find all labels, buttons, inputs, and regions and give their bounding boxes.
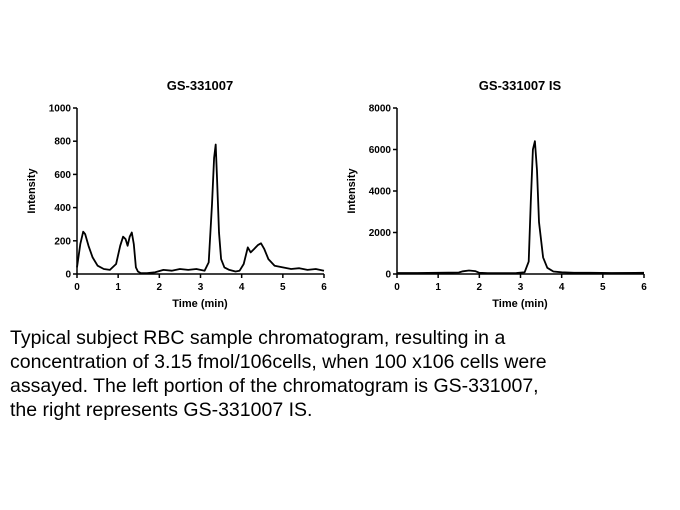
chart-left-y-axis-label: Intensity xyxy=(26,168,38,214)
chart-left-x-tick-label-4: 4 xyxy=(239,282,245,293)
chart-right-x-axis-label: Time (min) xyxy=(492,298,548,310)
caption-line-4: the right represents GS-331007 IS. xyxy=(10,399,313,421)
chart-left-x-ticks: 0 1 2 3 4 5 6 xyxy=(74,274,327,293)
chart-right-y-tick-label-1: 2000 xyxy=(369,228,392,239)
chart-left-y-tick-label-5: 1000 xyxy=(49,104,72,115)
chart-right-series-line xyxy=(397,140,645,275)
chart-right-y-tick-label-0: 0 xyxy=(385,270,391,281)
chart-left-x-tick-label-6: 6 xyxy=(321,282,327,293)
chart-right-y-tick-label-3: 6000 xyxy=(369,145,392,156)
chart-left-y-tick-label-4: 800 xyxy=(54,137,71,148)
figure-caption: Typical subject RBC sample chromatogram,… xyxy=(10,326,675,422)
chart-left: GS-331007 0 200 400 600 800 1000 0 1 2 3 4 5 6 Time… xyxy=(26,78,327,310)
chart-left-series-line xyxy=(76,143,325,275)
chart-right-x-tick-label-2: 2 xyxy=(477,282,483,293)
chart-left-x-tick-label-5: 5 xyxy=(280,282,286,293)
chart-right-x-tick-label-4: 4 xyxy=(559,282,565,293)
chart-left-y-tick-label-0: 0 xyxy=(65,270,71,281)
chart-left-title: GS-331007 xyxy=(167,78,234,93)
chart-left-x-axis-label: Time (min) xyxy=(172,298,228,310)
chart-right-x-ticks: 0 1 2 3 4 5 6 xyxy=(394,274,647,293)
chart-left-x-tick-label-0: 0 xyxy=(74,282,80,293)
chart-right-x-tick-label-5: 5 xyxy=(600,282,606,293)
chart-right-title: GS-331007 IS xyxy=(479,78,562,93)
chart-left-y-tick-label-1: 200 xyxy=(54,236,71,247)
chart-right: GS-331007 IS 0 2000 4000 6000 8000 0 1 2 3 4 5 6 T… xyxy=(346,78,647,310)
chart-right-y-ticks: 0 2000 4000 6000 8000 xyxy=(369,104,397,281)
caption-line-2: concentration of 3.15 fmol/106cells, whe… xyxy=(10,351,547,373)
chart-right-y-axis-label: Intensity xyxy=(346,168,358,214)
chart-left-x-tick-label-1: 1 xyxy=(115,282,121,293)
chart-right-x-tick-label-1: 1 xyxy=(435,282,441,293)
chart-left-x-tick-label-3: 3 xyxy=(198,282,204,293)
chart-left-y-tick-label-2: 400 xyxy=(54,203,71,214)
chart-right-x-tick-label-3: 3 xyxy=(518,282,524,293)
chart-right-y-tick-label-4: 8000 xyxy=(369,104,392,115)
chart-left-x-tick-label-2: 2 xyxy=(157,282,163,293)
chart-right-x-tick-label-0: 0 xyxy=(394,282,400,293)
chart-left-y-tick-label-3: 600 xyxy=(54,170,71,181)
caption-line-3: assayed. The left portion of the chromat… xyxy=(10,375,539,397)
caption-line-1: Typical subject RBC sample chromatogram,… xyxy=(10,327,506,349)
chart-right-y-tick-label-2: 4000 xyxy=(369,187,392,198)
chart-right-x-tick-label-6: 6 xyxy=(641,282,647,293)
chart-left-y-ticks: 0 200 400 600 800 1000 xyxy=(49,104,77,281)
